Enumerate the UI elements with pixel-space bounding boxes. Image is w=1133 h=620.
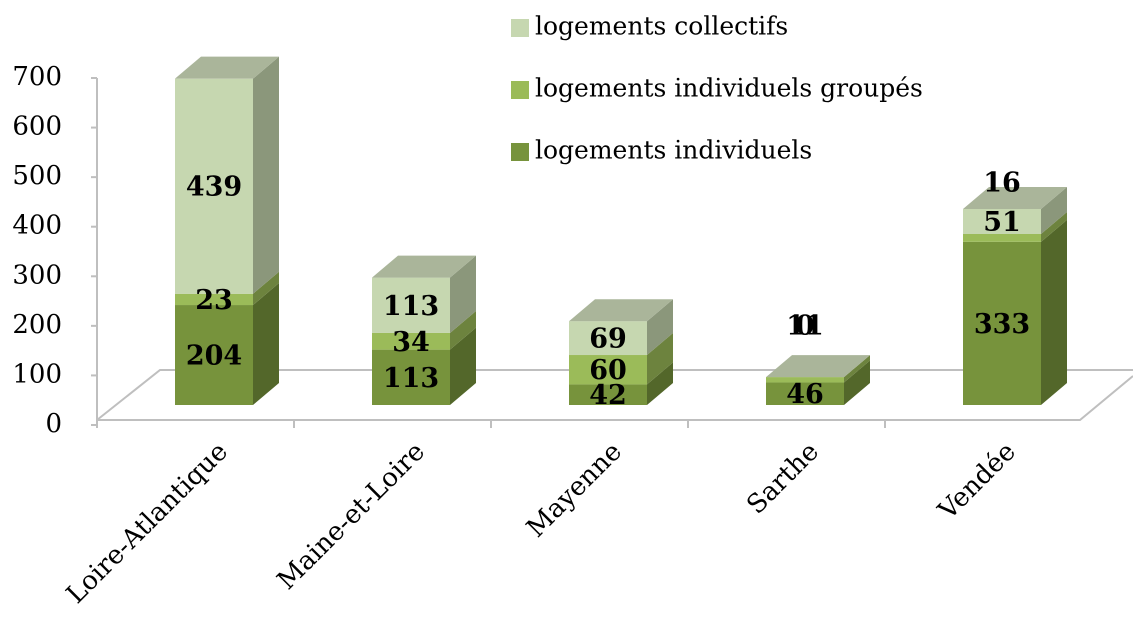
bar-side [253,56,279,294]
bar [569,299,673,356]
data-label: 69 [589,324,627,355]
bar [963,211,1067,242]
bar-front [175,293,253,306]
data-label: 16 [983,167,1021,198]
bar-side [647,333,673,385]
bar-front [766,377,844,383]
bar [766,355,870,383]
bar [766,355,870,378]
bar [372,310,476,350]
y-tick-label: 400 [12,211,62,241]
bar-side [844,355,870,383]
y-tick-label: 300 [12,260,62,290]
y-tick-label: 500 [12,161,62,191]
bar-side [1041,219,1067,405]
floor-front [97,375,1133,421]
y-tick-label: 600 [12,112,62,142]
bar [766,360,870,405]
y-tick-label: 700 [12,62,62,92]
data-label: 46 [786,379,824,410]
bar-front [372,277,450,333]
data-label: 113 [383,291,439,322]
bar [569,333,673,385]
x-tick-label: Mayenne [521,437,628,544]
data-label: 60 [589,355,627,386]
bar-side [450,310,476,350]
x-tick-label: Vendée [932,437,1022,527]
bar [569,362,673,405]
bar-front [175,78,253,294]
bar-side [1041,187,1067,234]
bar-front [569,384,647,405]
bar-top [569,299,673,322]
legend-label: logements individuels groupés [535,74,923,103]
bar [372,255,476,333]
legend-swatch [511,19,529,37]
bar-side [450,255,476,333]
bar-side [1041,211,1067,242]
legend-label: logements collectifs [535,12,788,41]
bar-front [766,382,844,405]
bar-front [963,233,1041,242]
bar [175,56,279,294]
y-tick-label: 200 [12,310,62,340]
bar-front [175,305,253,405]
bar-front [569,355,647,385]
bar-front [372,332,450,350]
bar-top [963,187,1067,209]
data-label: 23 [195,285,233,316]
bar-side [450,327,476,405]
legend-label: logements individuels [535,136,812,165]
data-label: 11 [786,311,824,342]
y-tick-label: 100 [12,359,62,389]
bar [175,271,279,306]
y-tick-label: 0 [45,409,62,439]
bar-front [569,321,647,356]
data-label: 439 [186,172,242,203]
bar-side [844,360,870,405]
bar [963,219,1067,405]
bar [372,327,476,405]
bar-front [372,349,450,405]
data-label: 34 [392,327,430,358]
bar-top [372,255,476,278]
bar [963,187,1067,234]
bar-side [647,299,673,356]
bar [175,283,279,405]
data-label: 333 [974,309,1030,340]
data-label: 42 [589,380,627,411]
bar-side [253,283,279,405]
data-label: 204 [186,341,242,372]
bar-top [766,355,870,378]
data-label: 0 [796,311,815,342]
legend-swatch [511,81,529,99]
x-tick-label: Sarthe [741,437,825,521]
data-label: 113 [383,363,439,394]
x-tick-label: Loire-Atlantique [61,437,234,610]
legend-swatch [511,143,529,161]
bar-side [253,271,279,306]
bar-side [647,362,673,405]
bar-top [175,56,279,79]
x-tick-label: Maine-et-Loire [272,437,431,596]
bar-front [963,209,1041,234]
data-label: 51 [983,207,1021,238]
bar-front [963,241,1041,405]
